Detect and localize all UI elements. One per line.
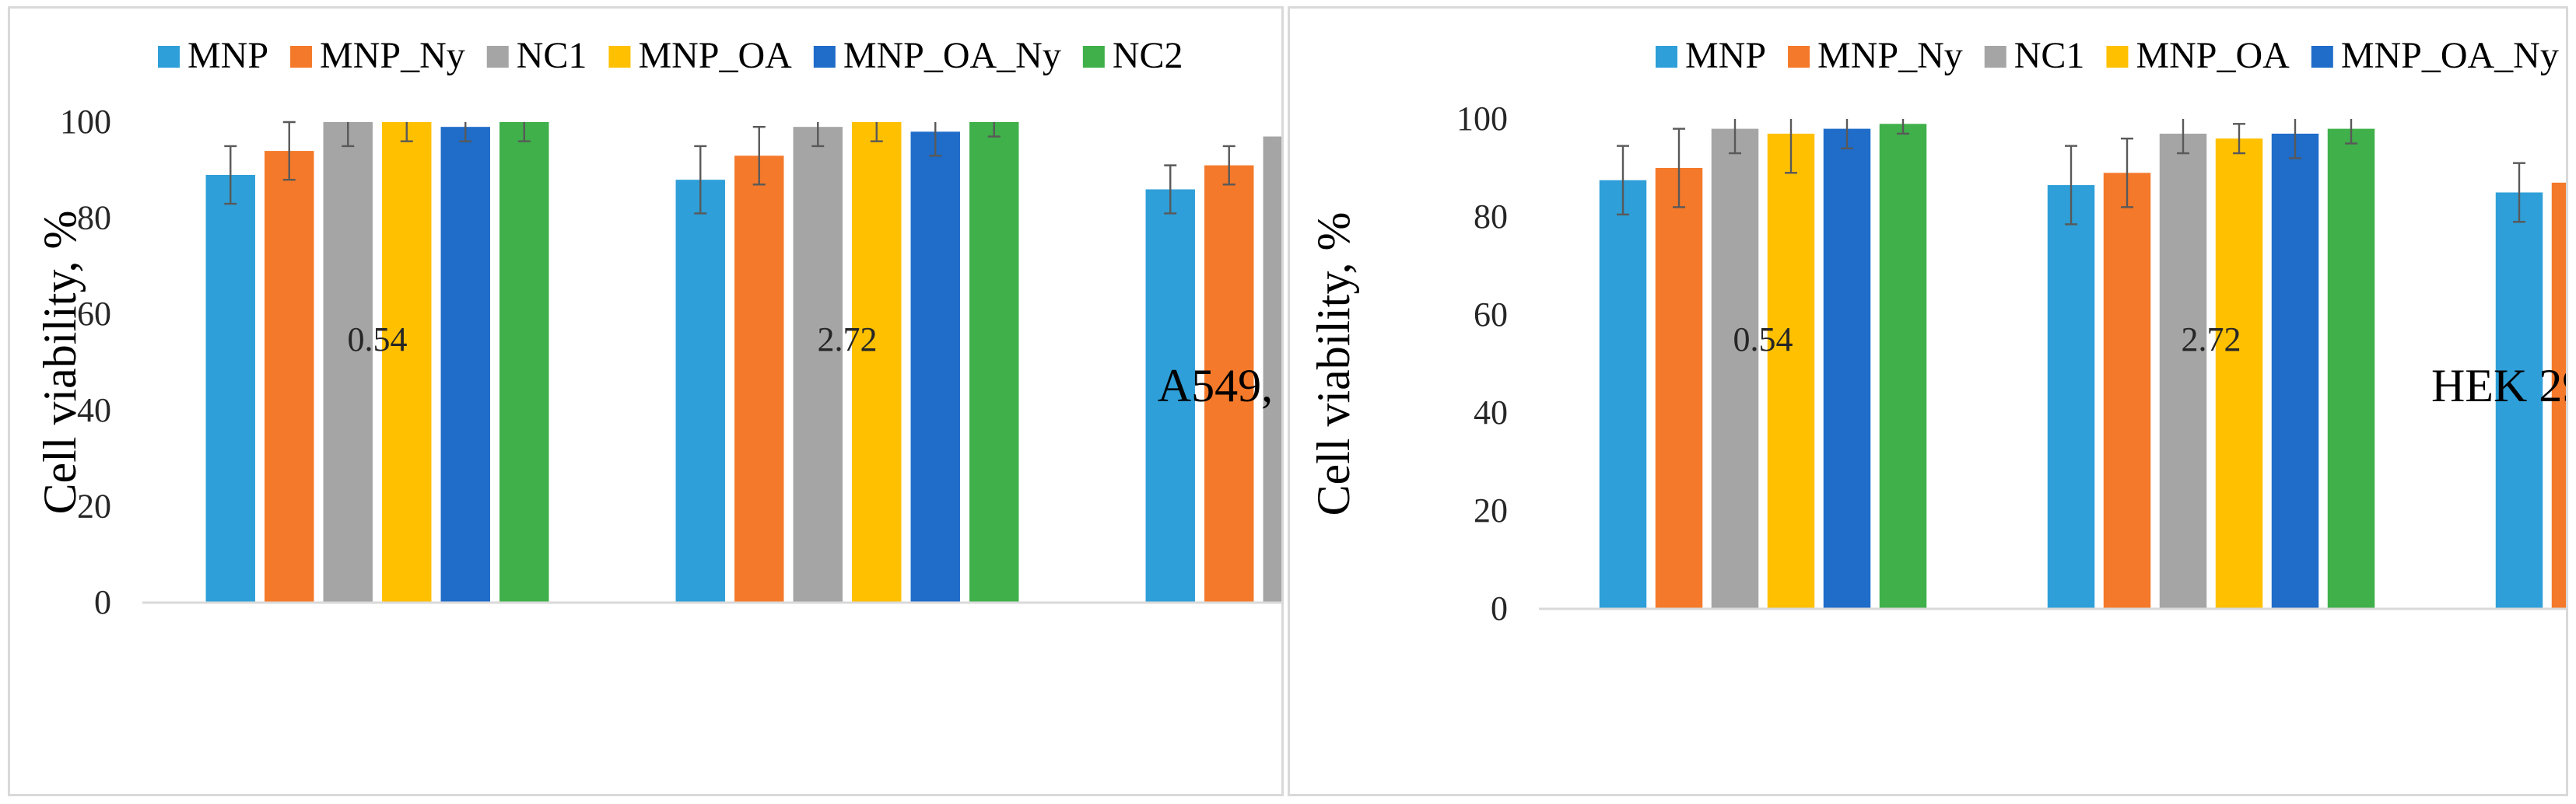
bar-nc1 [1711,128,1759,610]
bar-mnp-ny [265,151,314,603]
y-tick-label: 20 [77,487,111,525]
legend-label: MNP [188,35,268,76]
legend-label: MNP [1685,35,1766,76]
y-tick-label: 0 [94,583,111,621]
legend-label: MNP_Ny [1817,35,1963,76]
legend-swatch-mnp [158,46,180,68]
legend-label: NC2 [1113,35,1183,76]
bar-mnp-ny [1655,168,1703,609]
legend-label: MNP_OA_Ny [843,35,1061,76]
bar-mnp-oa-ny [910,131,960,603]
bar-nc2 [969,122,1019,603]
bar-nc2 [2327,128,2375,610]
bar-mnp [2047,185,2095,610]
bar-mnp-oa-ny [440,127,490,603]
y-axis-title: Cell viability, % [1308,211,1359,516]
bar-nc1 [1263,136,1281,603]
bar-mnp-oa [2215,138,2263,609]
x-axis-title: HEK 293 FT, C , μg/mL [2431,360,2566,411]
legend-label: MNP_Ny [320,35,465,76]
legend-label: MNP_OA [638,35,792,76]
legend-label: MNP_OA [2136,35,2290,76]
bar-mnp [1145,189,1195,603]
bar-mnp-oa [382,122,432,603]
x-axis-title: A549, C , μg/mL [1158,360,1281,411]
legend-label: NC1 [517,35,587,76]
bar-nc1 [2159,133,2207,609]
legend-label: NC1 [2014,35,2085,76]
bar-mnp-oa-ny [1823,128,1871,610]
y-tick-label: 40 [1474,393,1508,432]
bar-mnp-ny [1204,165,1254,603]
bar-mnp [2495,192,2543,609]
x-tick-label: 2.72 [2182,320,2241,358]
x-tick-label: 0.54 [348,320,408,358]
bar-mnp-oa-ny [2271,133,2319,609]
bar-mnp-oa [852,122,902,603]
bar-nc2 [499,122,549,603]
y-tick-label: 0 [1491,589,1508,627]
bar-mnp-oa [1767,133,1815,609]
legend-swatch-mnp-oa [2106,46,2129,68]
bar-nc1 [323,122,373,603]
y-tick-label: 60 [77,295,111,333]
y-tick-label: 60 [1474,295,1508,334]
legend-swatch-mnp [1656,46,1677,68]
x-tick-label: 2.72 [818,320,878,358]
y-tick-label: 80 [1474,198,1508,236]
y-axis-title: Cell viability, % [34,210,86,514]
y-tick-label: 80 [77,199,111,237]
bar-mnp-ny [734,156,784,603]
legend-swatch-mnp-oa-ny [2311,46,2333,68]
y-tick-label: 100 [1456,100,1508,138]
bar-nc1 [793,127,843,603]
legend-swatch-nc1 [486,46,509,68]
y-tick-label: 40 [77,391,111,429]
bar-mnp [675,180,725,603]
legend-swatch-mnp-oa-ny [813,46,836,68]
x-tick-label: 0.54 [1733,320,1793,358]
legend-label: MNP_OA_Ny [2341,35,2559,76]
y-tick-label: 20 [1474,491,1508,530]
bar-mnp-ny [2103,173,2151,610]
legend-swatch-nc1 [1984,46,2006,68]
bar-nc2 [1879,124,1927,610]
legend-swatch-nc2 [1082,46,1105,68]
legend-swatch-mnp-ny [290,46,313,68]
legend-swatch-mnp-oa [608,46,631,68]
bar-mnp [205,174,255,603]
y-tick-label: 100 [60,103,111,141]
bar-mnp-ny [2551,182,2566,609]
bar-mnp [1599,180,1647,609]
legend-swatch-mnp-ny [1788,46,1810,68]
